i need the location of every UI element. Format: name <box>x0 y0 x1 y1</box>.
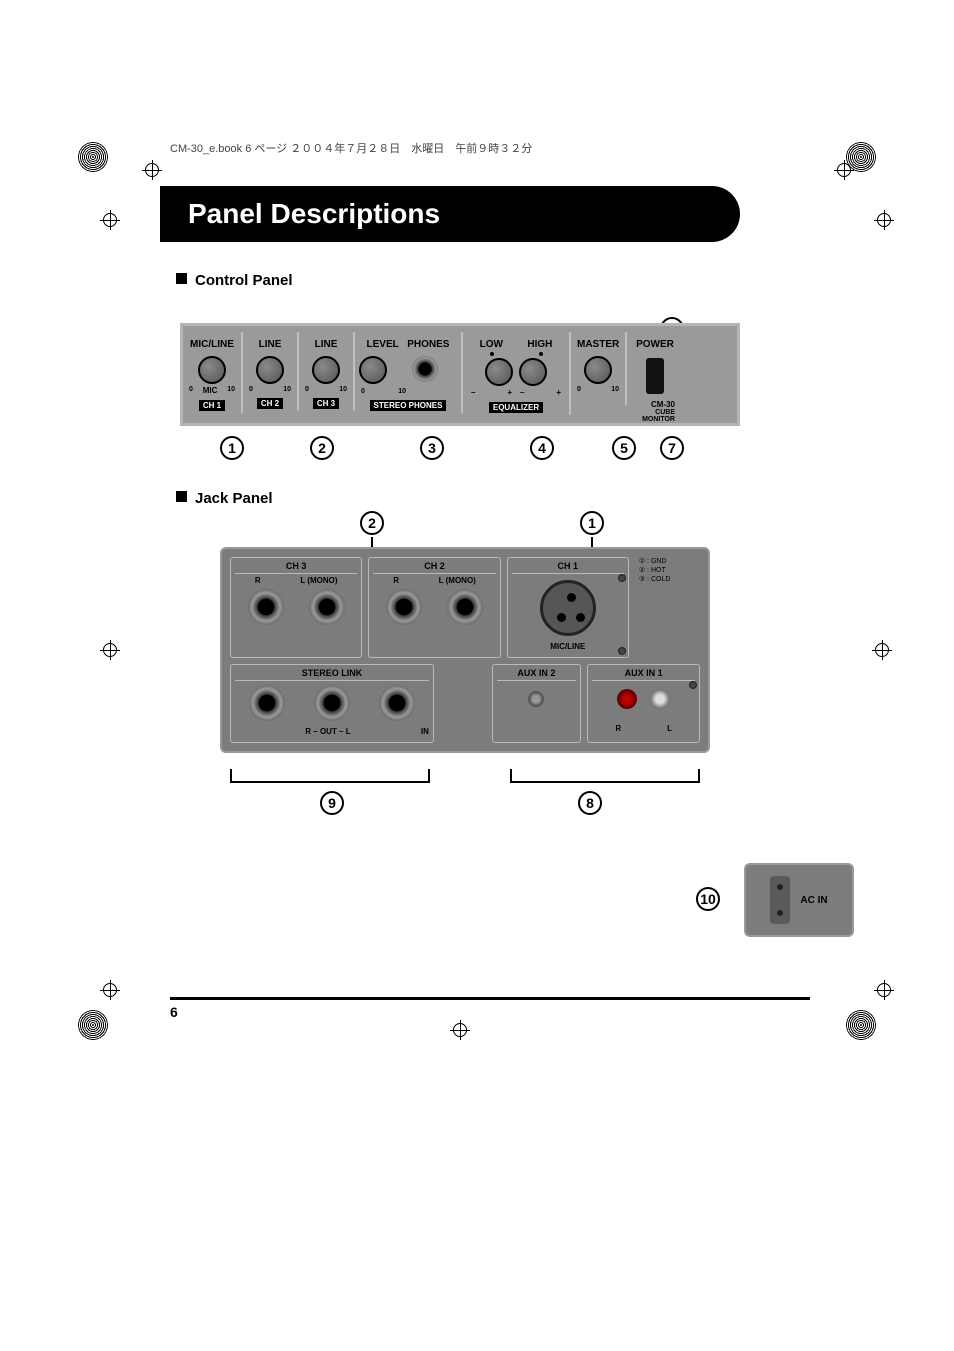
crop-cross <box>872 640 892 660</box>
crop-cross <box>874 210 894 230</box>
section-heading-jack-text: Jack Panel <box>195 490 273 507</box>
label-low: LOW <box>480 339 503 350</box>
tag-ch2: CH 2 <box>257 398 283 409</box>
label-ch3: CH 3 <box>235 561 357 574</box>
knob-ch2 <box>256 356 284 384</box>
callout-jp-2: 2 <box>360 511 384 535</box>
callout-8: 8 <box>578 791 602 815</box>
label-line: LINE <box>315 339 338 350</box>
jack-out-l <box>314 685 350 721</box>
control-callout-row: 1 2 3 4 5 7 <box>180 436 874 460</box>
label-mic-line: MIC/LINE <box>190 339 234 350</box>
label-micline: MIC/LINE <box>512 642 624 651</box>
screw-icon <box>618 647 626 655</box>
crop-cross <box>834 160 854 180</box>
label-master: MASTER <box>577 339 619 350</box>
label-brand: CUBE MONITOR <box>631 409 679 423</box>
control-panel-diagram: MIC/LINE 0MIC10 CH 1 LINE 010 CH 2 LINE … <box>180 323 740 426</box>
callout-9: 9 <box>320 791 344 815</box>
screw-icon <box>689 681 697 689</box>
xlr-connector <box>540 580 596 636</box>
crop-cross <box>100 640 120 660</box>
label-ch1: CH 1 <box>512 561 624 574</box>
knob-master <box>584 356 612 384</box>
callout-1: 1 <box>220 436 244 460</box>
jack-panel-diagram: CH 3 RL (MONO) CH 2 RL (MONO) CH 1 MIC/L… <box>220 547 710 753</box>
rca-l <box>650 689 670 709</box>
ac-connector <box>770 876 790 924</box>
knob-ch3 <box>312 356 340 384</box>
bullet-square <box>176 491 187 502</box>
crop-cross <box>450 1020 470 1040</box>
label-ac-in: AC IN <box>800 895 827 906</box>
crop-corner-bl <box>78 1010 108 1040</box>
screw-icon <box>618 574 626 582</box>
callout-7: 7 <box>660 436 684 460</box>
ac-in-diagram: AC IN <box>744 863 854 937</box>
label-power: POWER <box>636 339 674 350</box>
page-number: 6 <box>170 997 810 1020</box>
knob-level <box>359 356 387 384</box>
doc-meta-header: CM-30_e.book 6 ページ ２００４年７月２８日 水曜日 午前９時３２… <box>170 140 874 156</box>
bullet-square <box>176 273 187 284</box>
section-heading-control: Control Panel <box>176 272 874 289</box>
label-stereo-link: STEREO LINK <box>235 668 429 681</box>
pin-legend: ① : GND ② : HOT ③ : COLD <box>635 557 700 658</box>
section-heading-jack: Jack Panel <box>176 490 874 507</box>
callout-5: 5 <box>612 436 636 460</box>
crop-cross <box>142 160 162 180</box>
tag-ch1: CH 1 <box>199 400 225 411</box>
label-level: LEVEL <box>367 339 399 350</box>
label-aux1: AUX IN 1 <box>592 668 695 681</box>
callout-3: 3 <box>420 436 444 460</box>
page-title: Panel Descriptions <box>160 186 740 242</box>
power-switch <box>646 358 664 394</box>
knob-ch1 <box>198 356 226 384</box>
jack-ch3-l <box>309 589 345 625</box>
jack-ch2-r <box>386 589 422 625</box>
tag-ch3: CH 3 <box>313 398 339 409</box>
label-ch2: CH 2 <box>373 561 495 574</box>
section-heading-control-text: Control Panel <box>195 272 293 289</box>
callout-10: 10 <box>696 887 720 911</box>
callout-jp-1: 1 <box>580 511 604 535</box>
crop-cross <box>874 980 894 1000</box>
jack-ch3-r <box>248 589 284 625</box>
jack-out-r <box>249 685 285 721</box>
crop-cross <box>100 980 120 1000</box>
jack-ch2-l <box>447 589 483 625</box>
label-phones: PHONES <box>407 339 449 350</box>
label-high: HIGH <box>527 339 552 350</box>
jack-in <box>379 685 415 721</box>
callout-bracket <box>230 769 430 783</box>
tag-equalizer: EQUALIZER <box>489 402 543 413</box>
phones-jack <box>412 356 438 382</box>
rca-r <box>617 689 637 709</box>
label-line: LINE <box>259 339 282 350</box>
label-model: CM-30 <box>631 400 679 409</box>
tag-stereo-phones: STEREO PHONES <box>370 400 447 411</box>
aux2-mini-jack <box>528 691 544 707</box>
crop-corner-tl <box>78 142 108 172</box>
crop-cross <box>100 210 120 230</box>
label-aux2: AUX IN 2 <box>497 668 577 681</box>
callout-2: 2 <box>310 436 334 460</box>
knob-low <box>485 358 513 386</box>
knob-high <box>519 358 547 386</box>
callout-bracket <box>510 769 700 783</box>
callout-4: 4 <box>530 436 554 460</box>
crop-corner-br <box>846 1010 876 1040</box>
